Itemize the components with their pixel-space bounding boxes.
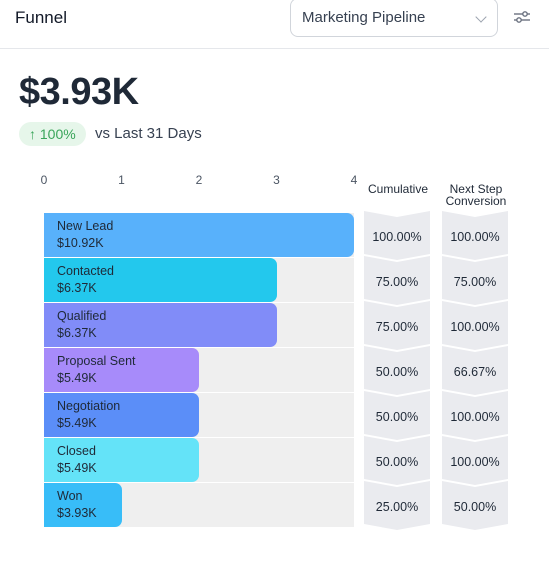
stage-value: $6.37K <box>57 281 97 295</box>
stage-name: Closed <box>57 444 96 458</box>
stage-track: Qualified $6.37K <box>44 303 354 347</box>
header: Funnel Marketing Pipeline <box>0 0 549 49</box>
chevron-down-icon <box>475 11 487 23</box>
stage-track: Negotiation $5.49K <box>44 393 354 437</box>
stage-name: Negotiation <box>57 399 121 413</box>
cumulative-value: 75.00% <box>375 320 419 334</box>
next-step-cell: 100.00% <box>442 391 508 440</box>
cumulative-header: Cumulative <box>367 182 429 196</box>
stage-name: New Lead <box>57 219 114 233</box>
next-step-value: 100.00% <box>450 455 500 469</box>
next-step-header-line1: Next Step <box>449 182 503 196</box>
cumulative-cell: 50.00% <box>364 391 430 440</box>
delta-badge: ↑ 100% <box>19 122 86 146</box>
comparison-label: vs Last 31 Days <box>95 125 202 142</box>
next-step-header: Next Step Conversion <box>440 183 512 207</box>
stage-name: Contacted <box>57 264 114 278</box>
stage-track: Proposal Sent $5.49K <box>44 348 354 392</box>
next-step-value: 100.00% <box>450 230 500 244</box>
stage-value: $5.49K <box>57 371 97 385</box>
x-tick-label: 0 <box>40 173 48 187</box>
next-step-cell: 100.00% <box>442 436 508 485</box>
cumulative-value: 50.00% <box>375 455 419 469</box>
next-step-cell: 75.00% <box>442 256 508 305</box>
stage-name: Qualified <box>57 309 107 323</box>
stage-bar[interactable]: Contacted $6.37K <box>44 258 277 302</box>
next-step-value: 50.00% <box>453 500 497 514</box>
stage-track: New Lead $10.92K <box>44 213 354 257</box>
cumulative-value: 75.00% <box>375 275 419 289</box>
x-tick-label: 1 <box>118 173 125 187</box>
stage-bar[interactable]: Negotiation $5.49K <box>44 393 199 437</box>
cumulative-cell: 75.00% <box>364 256 430 305</box>
cumulative-value: 100.00% <box>372 230 422 244</box>
cumulative-cell: 75.00% <box>364 301 430 350</box>
stage-value: $6.37K <box>57 326 97 340</box>
stage-bar[interactable]: New Lead $10.92K <box>44 213 354 257</box>
cumulative-value: 25.00% <box>375 500 419 514</box>
cumulative-cell: 50.00% <box>364 436 430 485</box>
stage-bar[interactable]: Won $3.93K <box>44 483 122 527</box>
stage-track: Won $3.93K <box>44 483 354 527</box>
page-title: Funnel <box>15 8 67 27</box>
next-step-cell: 100.00% <box>442 211 508 260</box>
next-step-value: 100.00% <box>450 410 500 424</box>
cumulative-value: 50.00% <box>375 410 419 424</box>
pipeline-select-value: Marketing Pipeline <box>302 9 426 26</box>
pipeline-select[interactable]: Marketing Pipeline <box>290 0 498 37</box>
x-tick-label: 4 <box>350 173 358 187</box>
stage-value: $10.92K <box>57 236 104 250</box>
stage-bar[interactable]: Qualified $6.37K <box>44 303 277 347</box>
next-step-value: 100.00% <box>450 320 500 334</box>
stage-value: $3.93K <box>57 506 97 520</box>
next-step-cell: 100.00% <box>442 301 508 350</box>
stage-track: Contacted $6.37K <box>44 258 354 302</box>
stage-value: $5.49K <box>57 461 97 475</box>
next-step-value: 75.00% <box>453 275 497 289</box>
stage-bar[interactable]: Proposal Sent $5.49K <box>44 348 199 392</box>
stage-value: $5.49K <box>57 416 97 430</box>
stage-bar[interactable]: Closed $5.49K <box>44 438 199 482</box>
next-step-value: 66.67% <box>453 365 497 379</box>
cumulative-value: 50.00% <box>375 365 419 379</box>
filter-settings-icon[interactable] <box>512 8 532 26</box>
stage-name: Won <box>57 489 83 503</box>
next-step-cell: 50.00% <box>442 481 508 530</box>
stage-name: Proposal Sent <box>57 354 136 368</box>
funnel-total-value: $3.93K <box>19 71 139 113</box>
cumulative-cell: 100.00% <box>364 211 430 260</box>
next-step-cell: 66.67% <box>442 346 508 395</box>
cumulative-cell: 25.00% <box>364 481 430 530</box>
next-step-header-line2: Conversion <box>445 194 507 208</box>
x-tick-label: 2 <box>195 173 203 187</box>
x-tick-label: 3 <box>273 173 280 187</box>
cumulative-cell: 50.00% <box>364 346 430 395</box>
stage-track: Closed $5.49K <box>44 438 354 482</box>
